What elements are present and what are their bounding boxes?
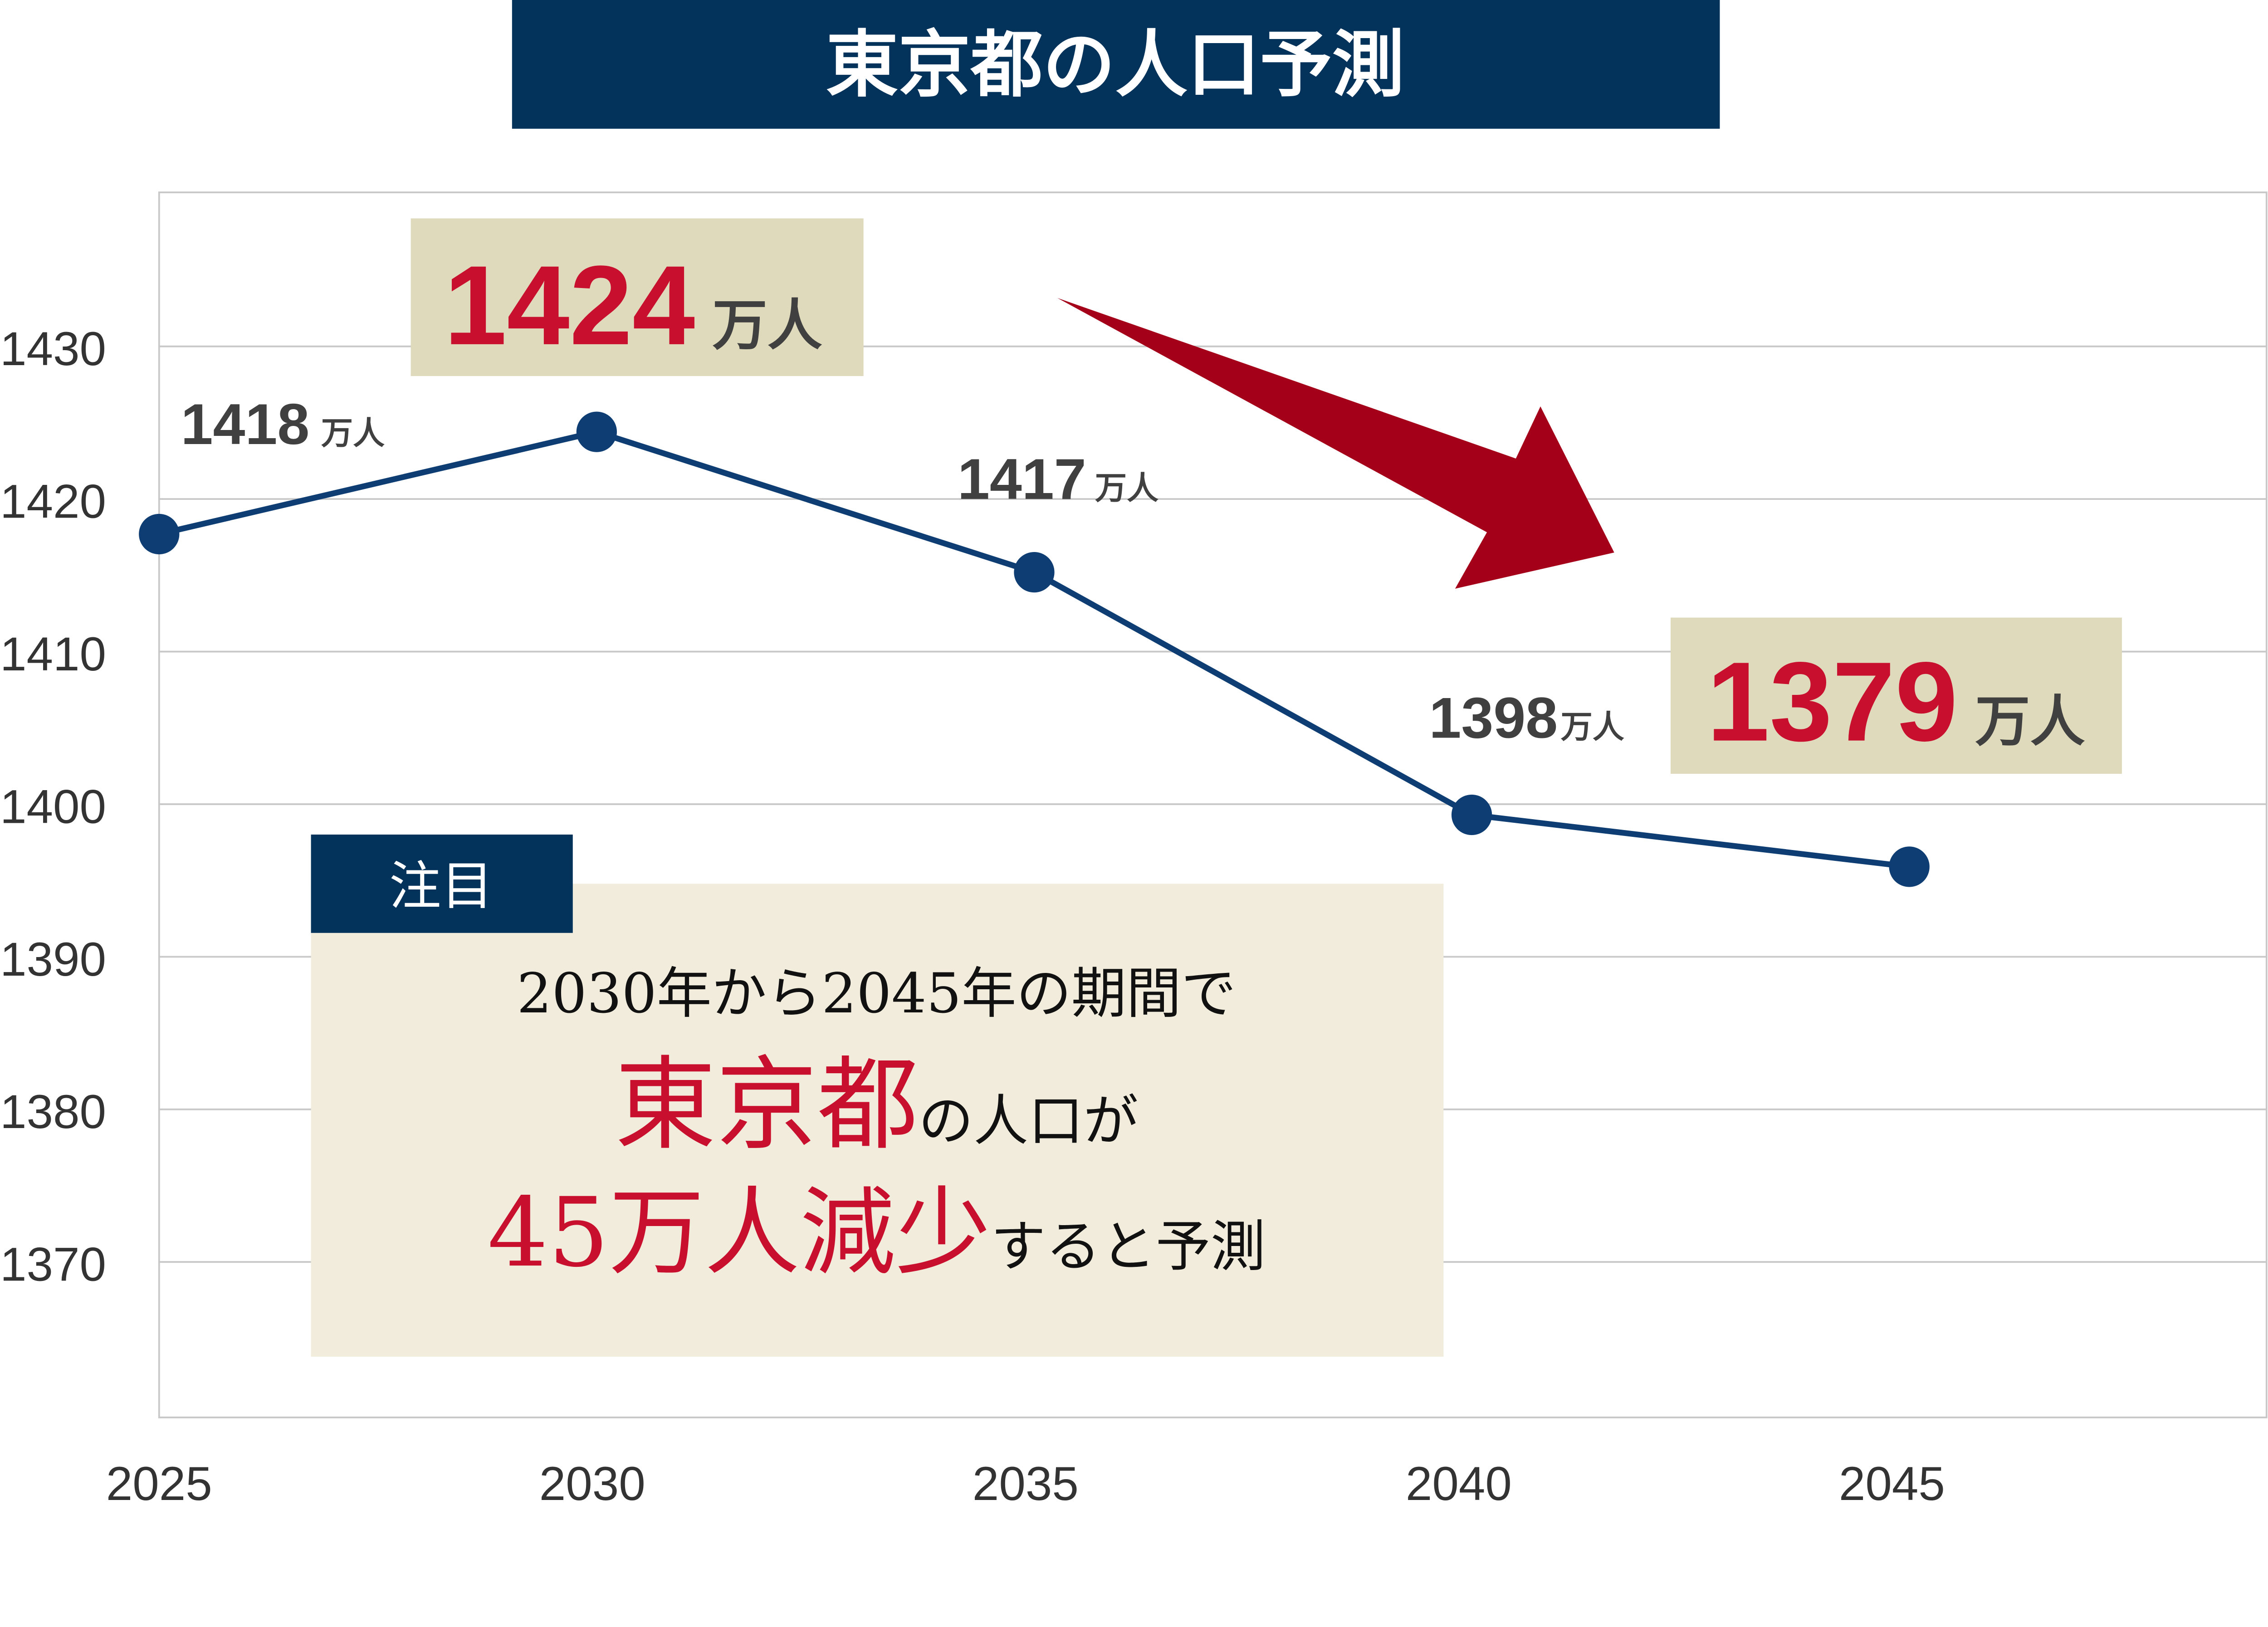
y-tick-label: 1420 — [0, 475, 106, 528]
y-axis-ticks: 1430 1420 1410 1400 1390 1380 1370 — [0, 322, 106, 1291]
data-label-2025: 1418 万人 — [181, 392, 385, 457]
y-tick-label: 1410 — [0, 628, 106, 681]
callout-2030-box — [411, 218, 864, 376]
data-point-2025 — [139, 513, 180, 555]
data-points — [139, 411, 1930, 887]
y-tick-label: 1430 — [0, 322, 106, 376]
note-tag-label: 注目 — [389, 856, 494, 917]
y-tick-label: 1370 — [0, 1238, 106, 1291]
data-point-2045 — [1889, 846, 1930, 887]
y-tick-label: 1400 — [0, 780, 106, 833]
chart: 東京都の人口予測 1430 1420 1410 1400 1390 1380 1370 20… — [0, 0, 2268, 1510]
title-bar — [512, 0, 1720, 129]
data-label-2030: 1424 万人 — [444, 242, 822, 368]
data-point-2030 — [576, 411, 617, 452]
x-tick-label: 2035 — [973, 1457, 1079, 1510]
data-label-2045: 1379 万人 — [1707, 639, 2085, 765]
note-line2: 東京都の人口が — [615, 1046, 1138, 1164]
decrease-arrow-icon — [1057, 298, 1614, 589]
x-tick-label: 2040 — [1406, 1457, 1512, 1510]
data-label-2040: 1398 万人 — [1429, 686, 1624, 750]
chart-title: 東京都の人口予測 — [826, 22, 1404, 107]
note-tag — [311, 834, 573, 933]
data-point-2035 — [1014, 552, 1055, 593]
data-label-2035: 1417 万人 — [958, 447, 1158, 512]
note-line3: 45万人減少すると予測 — [488, 1177, 1266, 1288]
callout-2045-box — [1671, 617, 2122, 774]
x-tick-label: 2030 — [539, 1457, 645, 1510]
y-tick-label: 1380 — [0, 1085, 106, 1138]
x-tick-label: 2025 — [106, 1457, 212, 1510]
data-point-2040 — [1451, 794, 1492, 835]
y-tick-label: 1390 — [0, 933, 106, 986]
x-axis-ticks: 2025 2030 2035 2040 2045 — [106, 1457, 1945, 1510]
x-tick-label: 2045 — [1839, 1457, 1945, 1510]
note-box — [311, 884, 1444, 1357]
note-line1: 2030年から2045年の期間で — [517, 962, 1236, 1026]
